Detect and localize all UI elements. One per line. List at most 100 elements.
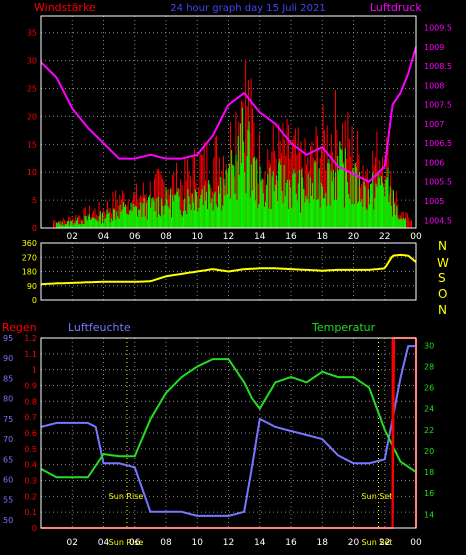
wind-x-tick-label: 18	[317, 232, 329, 242]
luftfeuchte-label: Luftfeuchte	[68, 321, 131, 334]
rain-tick-label: 0.9	[24, 382, 37, 391]
pressure-tick-label: 1009.5	[424, 24, 452, 33]
climate-x-tick-label: 18	[317, 538, 329, 548]
direction-tick-label: 270	[22, 253, 37, 262]
temperature-tick-label: 14	[424, 510, 434, 519]
pressure-tick-label: 1008.5	[424, 62, 452, 71]
pressure-tick-label: 1009	[424, 43, 444, 52]
temperature-line	[40, 358, 417, 479]
climate-x-tick-label: 14	[254, 538, 266, 548]
wind-x-tick-label: 20	[348, 232, 360, 242]
climate-x-tick-label: 06	[129, 538, 141, 548]
climate-x-tick-label: 08	[160, 538, 172, 548]
pressure-tick-label: 1005.5	[424, 178, 452, 187]
rain-tick-label: 0.6	[24, 429, 37, 438]
temperature-tick-label: 18	[424, 468, 434, 477]
climate-x-tick-label: 16	[285, 538, 297, 548]
rain-tick-label: 0.1	[24, 508, 37, 517]
pressure-tick-label: 1008	[424, 81, 444, 90]
temperature-tick-label: 22	[424, 426, 434, 435]
wind-dir-letter-w: W	[437, 256, 449, 270]
wind-direction-line	[40, 253, 417, 286]
rain-tick-label: 0.5	[24, 445, 37, 454]
wind-x-tick-label: 12	[223, 232, 234, 242]
rain-tick-label: 0.8	[24, 397, 37, 406]
direction-panel-frame	[40, 242, 417, 301]
sunrise-label: Sun Rise	[109, 492, 144, 501]
wind-x-tick-label: 16	[285, 232, 297, 242]
wind-x-tick-label: 04	[98, 232, 110, 242]
temperature-tick-label: 24	[424, 405, 434, 414]
rain-tick-label: 1.1	[24, 350, 37, 359]
rain-tick-label: 0.4	[24, 461, 37, 470]
humidity-tick-label: 55	[3, 496, 13, 505]
climate-x-tick-label: 10	[192, 538, 204, 548]
direction-tick-label: 180	[22, 268, 37, 277]
pressure-tick-label: 1007	[424, 120, 444, 129]
wind-x-tick-label: 10	[192, 232, 204, 242]
temperature-tick-label: 16	[424, 489, 434, 498]
climate-x-tick-label: 22	[379, 538, 390, 548]
humidity-tick-label: 80	[3, 395, 13, 404]
wind-tick-label: 0	[32, 224, 37, 233]
wind-tick-label: 30	[27, 57, 37, 66]
wind-x-tick-label: 00	[410, 232, 422, 242]
pressure-line	[40, 46, 417, 183]
chart-title: 24 hour graph day 15 Juli 2021	[170, 3, 325, 14]
wind-tick-label: 5	[32, 196, 37, 205]
rain-tick-label: 1	[32, 366, 37, 375]
wind-x-tick-label: 08	[160, 232, 172, 242]
climate-x-tick-label: 02	[67, 538, 78, 548]
wind-tick-label: 35	[27, 29, 37, 38]
climate-panel-frame	[40, 337, 417, 529]
windstaerke-title: Windstärke	[34, 1, 96, 14]
climate-x-tick-label: 20	[348, 538, 360, 548]
wind-tick-label: 10	[27, 168, 37, 177]
wind-dir-letter-s: S	[438, 271, 446, 285]
humidity-tick-label: 50	[3, 516, 13, 525]
direction-tick-label: 0	[32, 296, 37, 305]
wind-dir-letter-n2: N	[438, 303, 447, 317]
wind-x-tick-label: 22	[379, 232, 390, 242]
temperature-tick-label: 28	[424, 363, 434, 372]
humidity-line	[40, 345, 416, 517]
wind-x-tick-label: 02	[67, 232, 78, 242]
regen-label: Regen	[2, 321, 37, 334]
temperature-tick-label: 20	[424, 447, 434, 456]
humidity-tick-label: 60	[3, 475, 13, 484]
rain-tick-label: 0.2	[24, 492, 37, 501]
direction-tick-label: 90	[27, 282, 37, 291]
luftdruck-title: Luftdruck	[370, 1, 422, 14]
sunset-axis-label: Sun Set	[362, 538, 393, 547]
sunrise-axis-label: Sun Rise	[109, 538, 144, 547]
direction-tick-label: 360	[22, 239, 37, 248]
rain-tick-label: 1.2	[24, 334, 37, 343]
pressure-tick-label: 1006.5	[424, 139, 452, 148]
rain-tick-label: 0	[32, 524, 37, 533]
temperatur-label: Temperatur	[311, 321, 376, 334]
wind-dir-letter-o: O	[438, 287, 447, 301]
pressure-tick-label: 1005	[424, 197, 444, 206]
pressure-tick-label: 1007.5	[424, 101, 452, 110]
humidity-tick-label: 75	[3, 415, 13, 424]
rain-tick-label: 0.3	[24, 477, 37, 486]
climate-x-tick-label: 04	[98, 538, 110, 548]
rain-tick-label: 0.7	[24, 413, 37, 422]
humidity-tick-label: 65	[3, 455, 13, 464]
pressure-tick-label: 1004.5	[424, 216, 452, 225]
wind-x-tick-label: 06	[129, 232, 141, 242]
wind-tick-label: 25	[27, 85, 37, 94]
wind-tick-label: 15	[27, 140, 37, 149]
wind-panel-frame	[40, 15, 417, 229]
humidity-tick-label: 90	[3, 354, 13, 363]
pressure-tick-label: 1006	[424, 158, 444, 167]
wind-dir-letter-n1: N	[438, 239, 447, 253]
humidity-tick-label: 95	[3, 334, 13, 343]
climate-x-tick-label: 12	[223, 538, 234, 548]
temperature-tick-label: 26	[424, 384, 434, 393]
temperature-tick-label: 30	[424, 341, 434, 350]
climate-x-tick-label: 00	[410, 538, 422, 548]
humidity-tick-label: 85	[3, 374, 13, 383]
humidity-tick-label: 70	[3, 435, 13, 444]
